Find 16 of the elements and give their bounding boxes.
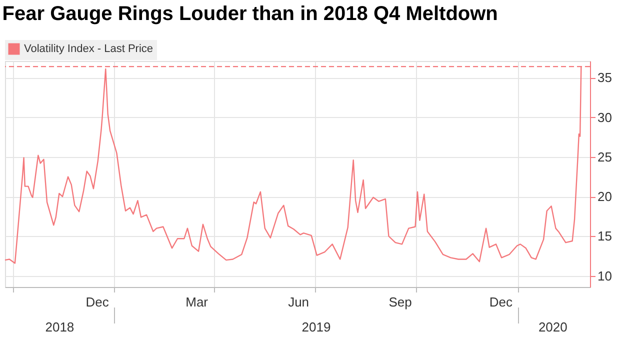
x-tick-label: Dec: [489, 294, 513, 310]
y-tick-label: 30: [598, 110, 612, 125]
x-tick-label: Sep: [388, 294, 412, 310]
x-tick-label: Mar: [186, 294, 209, 310]
y-tick-label: 35: [598, 70, 612, 86]
y-tick-label: 25: [598, 149, 612, 164]
y-tick-label: 15: [598, 228, 612, 244]
legend-label: Volatility Index - Last Price: [24, 43, 154, 55]
x-tick-label: Jun: [288, 294, 310, 310]
x2-tick-label: 2019: [302, 320, 331, 334]
x2-tick-label: 2018: [45, 320, 74, 334]
y-tick-label: 20: [598, 189, 612, 204]
x-tick-label: Dec: [86, 294, 110, 310]
y-tick-label: 10: [598, 268, 612, 284]
chart-title: Fear Gauge Rings Louder than in 2018 Q4 Meltdown: [2, 3, 498, 25]
x2-tick-label: 2020: [538, 320, 568, 334]
